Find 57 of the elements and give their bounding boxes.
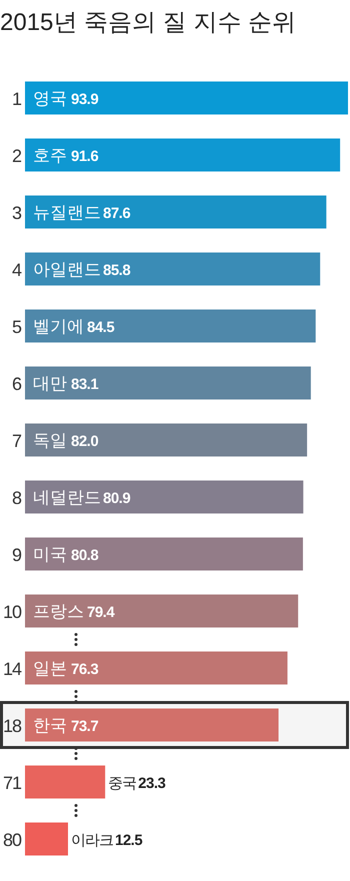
text: 80 [2, 830, 22, 850]
bar [25, 652, 288, 684]
data-label: 12.5 [115, 832, 142, 849]
y-tick-label: 일본 [33, 659, 67, 678]
y-tick-label: 중국 [108, 775, 136, 792]
text: 7 [12, 431, 22, 451]
data-label: 79.4 [87, 604, 116, 621]
text: 10 [2, 602, 22, 622]
y-tick-label: 한국 [33, 716, 67, 735]
bar [25, 822, 68, 856]
y-tick-label: 벨기에 [33, 317, 84, 336]
bar [25, 252, 320, 286]
y-tick-label: 네덜란드 [33, 488, 101, 507]
bar [25, 538, 303, 570]
text: 8 [12, 488, 22, 508]
text: 5 [12, 317, 22, 337]
text: 18 [2, 716, 22, 736]
data-label: 83.1 [71, 376, 98, 393]
data-label: 23.3 [138, 775, 166, 792]
y-tick-label: 호주 [33, 146, 67, 165]
text: 71 [2, 773, 22, 793]
y-tick-label: 영국 [33, 89, 67, 108]
bar [25, 708, 279, 742]
chart-title: 2015년 죽음의 질 지수 순위 [0, 9, 296, 36]
data-label: 87.6 [103, 205, 130, 222]
bar [25, 480, 304, 514]
text: 3 [12, 203, 22, 223]
text: 2 [12, 146, 22, 166]
data-label: 85.8 [103, 262, 130, 279]
y-tick-label: 뉴질랜드 [33, 203, 101, 222]
text: 4 [12, 260, 22, 280]
y-tick-label: 독일 [33, 431, 67, 450]
bar [25, 424, 308, 456]
data-label: 91.6 [71, 148, 98, 165]
text: 14 [2, 659, 22, 679]
data-label: 82.0 [71, 433, 98, 450]
text: 1 [12, 89, 22, 109]
data-label: 80.8 [71, 547, 98, 564]
bar [25, 138, 340, 172]
bar [25, 366, 311, 400]
y-tick-label: 미국 [33, 545, 67, 564]
bar [25, 310, 316, 342]
data-label: 76.3 [71, 661, 98, 678]
data-label: 80.9 [103, 490, 130, 507]
y-tick-label: 아일랜드 [33, 260, 101, 279]
y-tick-label: 이라크 [71, 832, 113, 849]
bar [25, 766, 106, 798]
bar [25, 82, 348, 114]
bar [25, 594, 298, 628]
data-label: 93.9 [71, 91, 98, 108]
y-tick-label: 프랑스 [33, 602, 84, 621]
data-label: 84.5 [87, 319, 114, 336]
data-label: 73.7 [71, 718, 98, 735]
text: 6 [12, 374, 22, 394]
bar [25, 196, 326, 228]
text: 9 [12, 545, 22, 565]
y-tick-label: 대만 [33, 374, 67, 393]
